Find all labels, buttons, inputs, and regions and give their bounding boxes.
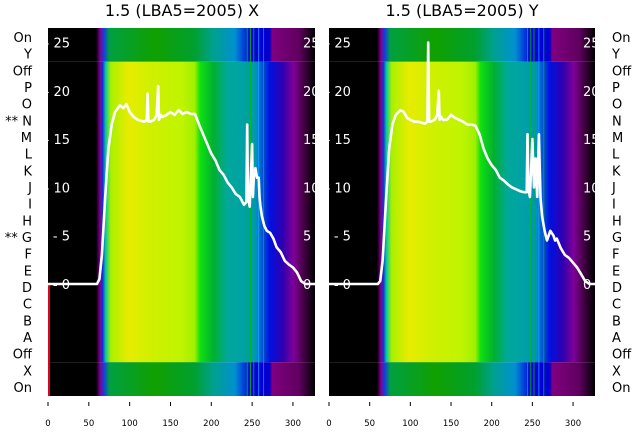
row-label: Y (23, 48, 32, 63)
row-label: D (22, 281, 32, 296)
row-label: F (25, 248, 32, 263)
row-label: On (14, 31, 32, 46)
row-label: On (14, 381, 32, 396)
y-tick-label: - 15 (45, 133, 70, 148)
spectrogram-top-band (48, 28, 315, 62)
y-tick-label-right: 25 (303, 36, 320, 51)
x-tick-label: 250 (524, 419, 540, 429)
row-label: A (23, 331, 32, 346)
spectrogram-top-band (329, 28, 595, 62)
row-label: Off (13, 348, 33, 363)
spectrogram-bottom-band (48, 362, 315, 396)
y-tick-label: - 25 (45, 36, 70, 51)
row-label: J (27, 181, 32, 196)
spectrogram-main-band (329, 61, 595, 363)
y-tick-label: - 20 (326, 85, 351, 100)
series-line (48, 84, 315, 286)
row-label: On (612, 381, 630, 396)
y-tick-label: - 0 (334, 278, 351, 293)
x-tick-label: 150 (443, 419, 459, 429)
row-label: K (612, 164, 621, 179)
row-label: H (22, 214, 32, 229)
series-line (329, 41, 595, 286)
x-tick-label: 50 (83, 419, 94, 429)
y-tick-label-right: 20 (303, 85, 320, 100)
y-tick-label: - 25 (326, 36, 351, 51)
x-tick-label: 200 (484, 419, 500, 429)
y-tick-label-right: 15 (583, 133, 600, 148)
row-label: P (24, 81, 32, 96)
y-tick-label: - 10 (45, 181, 70, 196)
chart-title: 1.5 (LBA5=2005) X (105, 1, 259, 20)
row-label: ** N (5, 114, 32, 129)
y-tick-label-right: 5 (303, 230, 311, 245)
x-tick-label: 0 (45, 419, 50, 429)
row-label: P (612, 81, 620, 96)
panel-y: 1.5 (LBA5=2005) Y - 0 0 - 5 5 - 10 10 - 15 15 - … (326, 1, 633, 429)
row-label: B (23, 314, 32, 329)
row-label: X (612, 364, 621, 379)
row-label: X (23, 364, 32, 379)
x-tick-label: 300 (285, 419, 301, 429)
row-label: Off (13, 64, 33, 79)
x-tick-label: 100 (402, 419, 418, 429)
row-label: B (612, 314, 621, 329)
y-tick-label-right: 25 (583, 36, 600, 51)
y-tick-label-right: 15 (303, 133, 320, 148)
y-tick-label: - 15 (326, 133, 351, 148)
row-label: ** G (5, 231, 32, 246)
panel-x: 1.5 (LBA5=2005) X - 0 0 - 5 5 - 10 10 - 15 15 - … (5, 1, 320, 429)
spectrogram-bottom-band (329, 362, 595, 396)
row-label: On (612, 31, 630, 46)
y-tick-label-right: 20 (583, 85, 600, 100)
row-label: L (612, 148, 620, 163)
row-label: H (612, 214, 622, 229)
row-label: L (25, 148, 33, 163)
row-label: C (23, 298, 32, 313)
row-label: Off (612, 348, 632, 363)
row-label: M (612, 131, 623, 146)
x-tick-label: 150 (162, 419, 178, 429)
y-tick-label: - 0 (53, 278, 70, 293)
row-label: O (22, 98, 32, 113)
y-tick-label: - 5 (334, 230, 351, 245)
row-label: O (612, 98, 622, 113)
y-tick-label-right: 5 (583, 230, 591, 245)
chart-title: 1.5 (LBA5=2005) Y (385, 1, 538, 20)
y-tick-label: - 5 (53, 230, 70, 245)
row-label: Off (612, 64, 632, 79)
x-tick-label: 0 (326, 419, 331, 429)
y-tick-label-right: 10 (303, 181, 320, 196)
row-label: N (612, 114, 622, 129)
y-tick-label-right: 0 (583, 278, 591, 293)
row-label: Y (611, 48, 620, 63)
row-label: F (612, 248, 619, 263)
y-tick-label-right: 10 (583, 181, 600, 196)
row-label: E (612, 264, 620, 279)
x-tick-label: 300 (565, 419, 581, 429)
row-label: K (23, 164, 32, 179)
row-label: E (24, 264, 32, 279)
row-label: D (612, 281, 622, 296)
row-label: I (28, 198, 32, 213)
x-tick-label: 250 (244, 419, 260, 429)
row-label: J (611, 181, 616, 196)
x-tick-label: 50 (364, 419, 375, 429)
row-label: M (21, 131, 32, 146)
y-tick-label-right: 0 (303, 278, 311, 293)
y-tick-label: - 20 (45, 85, 70, 100)
x-tick-label: 200 (203, 419, 219, 429)
row-label: G (612, 231, 622, 246)
y-tick-label: - 10 (326, 181, 351, 196)
row-label: A (612, 331, 621, 346)
row-label: C (612, 298, 621, 313)
spectrogram-main-band (48, 61, 315, 363)
x-tick-label: 100 (122, 419, 138, 429)
row-label: I (612, 198, 616, 213)
